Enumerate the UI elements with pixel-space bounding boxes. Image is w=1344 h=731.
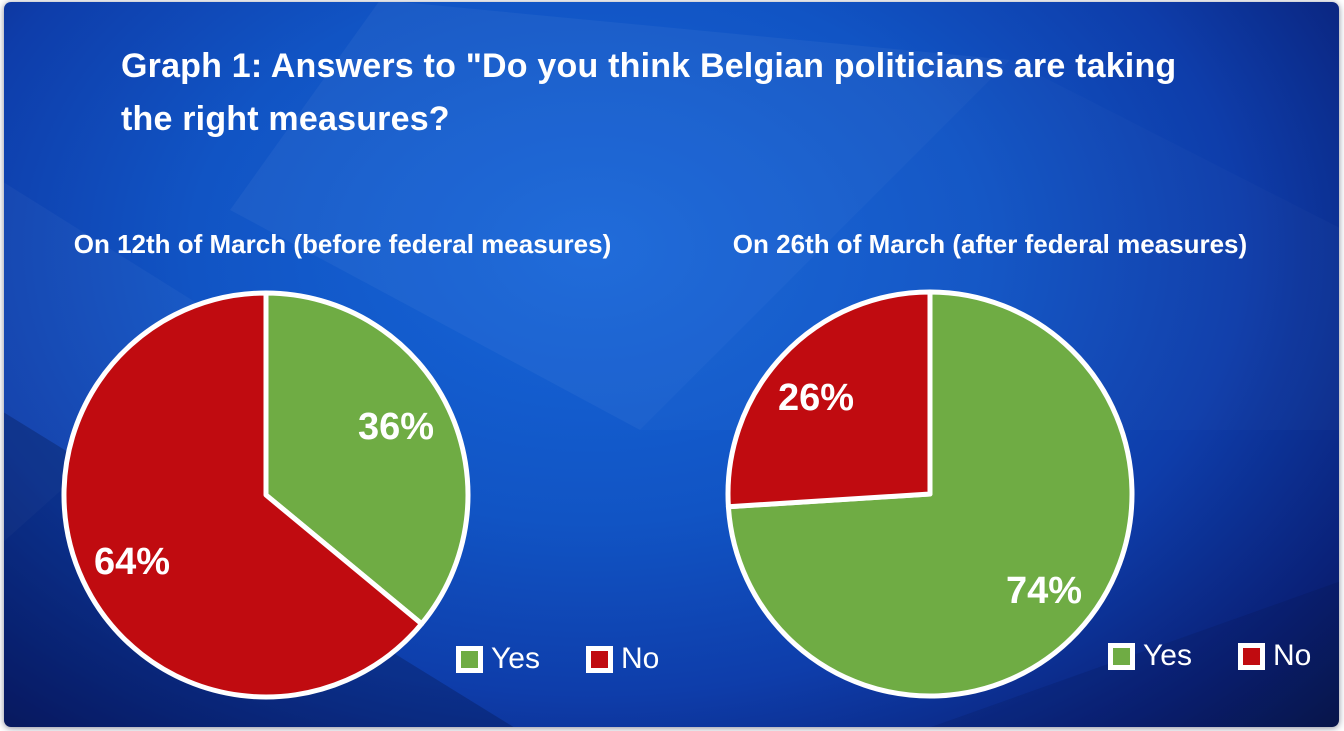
- legend-yes-swatch: [1108, 642, 1135, 670]
- chart-panel: Graph 1: Answers to "Do you think Belgia…: [4, 2, 1339, 727]
- pie1-legend-item-yes: Yes: [456, 642, 540, 676]
- legend-no-label: No: [1272, 639, 1312, 672]
- legend-yes-label: Yes: [1143, 639, 1192, 672]
- pie1-subtitle: On 12th of March (before federal measure…: [73, 229, 612, 259]
- pie1-no-value-label: 64%: [94, 541, 170, 583]
- legend-no-swatch: [585, 645, 613, 673]
- legend-no-swatch: [1237, 642, 1265, 670]
- pie1-yes-value-label: 36%: [358, 406, 434, 448]
- legend-yes-label: Yes: [491, 642, 540, 675]
- pie2-legend-item-no: No: [1237, 639, 1312, 673]
- legend-yes-swatch-rect: [456, 645, 483, 673]
- pie1-legend-item-no: No: [585, 642, 660, 676]
- background-facet-shape: [230, 2, 1010, 430]
- legend-yes-swatch-rect: [1108, 642, 1135, 670]
- pie1-legend: Yes No: [456, 642, 659, 676]
- pie1-yes-slice: [263, 290, 471, 627]
- pie2-legend-item-yes: Yes: [1108, 639, 1192, 673]
- pie1-no-slice: [61, 290, 425, 700]
- background-facet-shape: [931, 581, 1339, 727]
- pie2-no-slice: [725, 289, 933, 510]
- chart-title: Graph 1: Answers to "Do you think Belgia…: [121, 40, 1291, 146]
- pie2-no-value-label: 26%: [778, 377, 854, 419]
- pie2-subtitle: On 26th of March (after federal measures…: [732, 229, 1248, 259]
- pie2-yes-value-label: 74%: [1006, 570, 1082, 612]
- pie2: [725, 289, 1135, 699]
- legend-no-swatch-rect: [585, 645, 613, 673]
- chart-title-line2: the right measures?: [121, 100, 450, 138]
- pie2-legend: Yes No: [1108, 639, 1311, 673]
- chart-title-line1: Graph 1: Answers to "Do you think Belgia…: [121, 47, 1177, 85]
- legend-no-swatch-rect: [1237, 642, 1265, 670]
- legend-no-label: No: [620, 642, 660, 675]
- pie-charts-canvas: 36% 64% 74% 26%: [61, 289, 1135, 700]
- legend-yes-swatch: [456, 645, 483, 673]
- pie1: [61, 290, 471, 700]
- chart-stage: Graph 1: Answers to "Do you think Belgia…: [4, 2, 1339, 727]
